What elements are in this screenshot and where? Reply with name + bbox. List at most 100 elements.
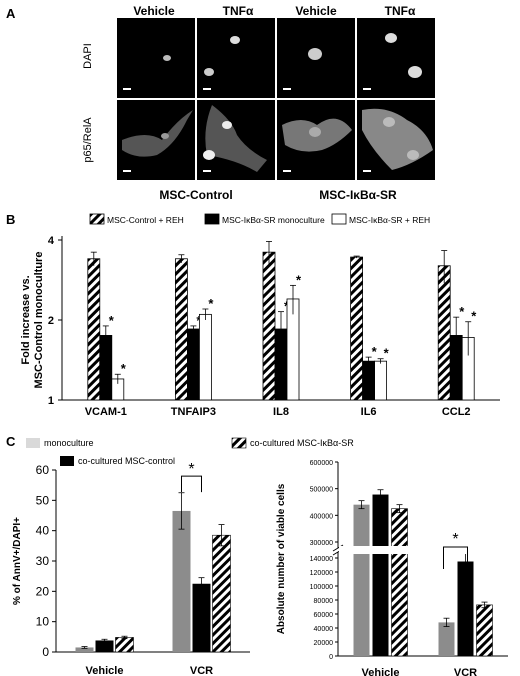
x-tick-label-TNFAIP3: TNFAIP3 xyxy=(171,406,216,418)
group-label-msc-sr: MSC-IκBα-SR xyxy=(319,188,397,202)
c-right-y-tick-label: 60000 xyxy=(314,612,334,619)
column-header-3: Vehicle xyxy=(295,4,337,18)
legend-label-msc-control: co-cultured MSC-control xyxy=(78,456,175,466)
x-tick-label-IL6: IL6 xyxy=(361,406,377,418)
bar-IL6-2 xyxy=(374,360,388,401)
c-left-y-tick-label: 50 xyxy=(36,493,50,507)
y-tick-label: 2 xyxy=(48,315,54,327)
c-right-y-tick-label: 140000 xyxy=(310,556,333,563)
legend-swatch-0 xyxy=(89,213,105,225)
c-right-y-tick-label: 100000 xyxy=(310,584,333,591)
bar-TNFAIP3-1 xyxy=(186,328,200,401)
micrograph-p65-control-tnfa xyxy=(197,100,275,180)
panel-b-letter: B xyxy=(6,212,16,227)
micrograph-dapi-control-tnfa xyxy=(197,18,275,98)
legend-label-0: MSC-Control + REH xyxy=(107,215,184,225)
c-left-bar-Vehicle-2 xyxy=(115,637,134,653)
micrograph-p65-sr-tnfa xyxy=(357,100,435,180)
significance-star: * xyxy=(208,296,214,311)
legend-label-1: MSC-IκBα-SR monoculture xyxy=(222,215,325,225)
bar-VCAM-1-0 xyxy=(87,258,101,401)
y-tick-label: 4 xyxy=(48,235,55,247)
micrograph-p65-control-vehicle xyxy=(117,100,195,180)
panel-c-letter: C xyxy=(6,434,16,449)
y-tick-label: 1 xyxy=(48,395,54,407)
c-right-y-tick-label: 40000 xyxy=(314,626,334,633)
significance-star: * xyxy=(188,461,194,478)
c-left-y-tick-label: 40 xyxy=(36,524,50,538)
c-right-bar-Vehicle-2 xyxy=(391,508,408,657)
micrograph-dapi-sr-tnfa xyxy=(357,18,435,98)
c-right-y-tick-label: 500000 xyxy=(310,487,333,494)
c-right-bar-VCR-2 xyxy=(476,604,493,657)
panel-a-letter: A xyxy=(6,6,16,21)
bar-IL6-1 xyxy=(362,360,376,401)
c-left-y-axis-label: % of AnnV+/DAPI+ xyxy=(12,517,23,605)
legend-swatch-msc-sr xyxy=(231,437,247,449)
c-right-y-tick-label: 600000 xyxy=(310,460,333,467)
micrograph-dapi-sr-vehicle xyxy=(277,18,355,98)
c-right-bar-VCR-0 xyxy=(438,622,455,656)
legend-swatch-msc-control xyxy=(60,456,74,466)
c-right-bar-VCR-1 xyxy=(457,561,474,656)
c-right-y-tick-label: 20000 xyxy=(314,640,334,647)
bar-IL8-0 xyxy=(262,251,276,401)
c-left-y-tick-label: 0 xyxy=(42,645,49,659)
bar-TNFAIP3-0 xyxy=(174,258,188,401)
column-header-4: TNFα xyxy=(384,4,416,18)
group-label-msc-control: MSC-Control xyxy=(159,188,233,202)
y-axis-label: Fold increase vs.MSC-Control monoculture xyxy=(20,252,45,389)
significance-star: * xyxy=(372,344,378,359)
c-right-bar-Vehicle-0 xyxy=(353,504,370,656)
bar-IL6-0 xyxy=(350,256,364,401)
chart-b: MSC-Control + REH MSC-IκBα-SR monoculture… xyxy=(20,213,500,418)
c-left-y-tick-label: 60 xyxy=(36,463,50,477)
column-header-2: TNFα xyxy=(222,4,254,18)
c-right-y-tick-label: 80000 xyxy=(314,598,334,605)
legend-label-msc-sr: co-cultured MSC-IκBα-SR xyxy=(250,438,354,448)
significance-star: * xyxy=(109,313,115,328)
column-header-1: Vehicle xyxy=(133,4,175,18)
significance-bracket xyxy=(181,475,202,493)
c-right-y-axis-label: Absolute number of viable cells xyxy=(276,483,287,634)
significance-star: * xyxy=(384,346,390,361)
c-left-bar-Vehicle-0 xyxy=(75,647,94,652)
micrograph-dapi-control-vehicle xyxy=(117,18,195,98)
chart-c: monoculture co-cultured MSC-control co-cul… xyxy=(12,437,509,676)
significance-bracket xyxy=(443,546,468,569)
c-left-x-label-Vehicle: Vehicle xyxy=(86,665,124,676)
legend-swatch-1 xyxy=(204,213,220,225)
significance-star: * xyxy=(471,309,477,324)
c-left-bar-VCR-0 xyxy=(172,510,191,652)
c-right-y-tick-label: 300000 xyxy=(310,540,333,547)
x-tick-label-IL8: IL8 xyxy=(273,406,289,418)
c-right-x-label-VCR: VCR xyxy=(454,667,477,676)
c-left-y-tick-label: 30 xyxy=(36,554,50,568)
significance-star: * xyxy=(459,304,465,319)
legend-label-2: MSC-IκBα-SR + REH xyxy=(349,215,430,225)
c-left-bar-VCR-1 xyxy=(192,583,211,652)
c-right-y-tick-label: 0 xyxy=(329,654,333,661)
bar-CCL2-0 xyxy=(437,265,451,401)
c-right-bar-Vehicle-1 xyxy=(372,494,389,656)
row-label-dapi: DAPI xyxy=(82,43,94,69)
significance-star: * xyxy=(452,531,458,548)
c-right-x-label-Vehicle: Vehicle xyxy=(362,667,400,676)
c-left-bar-VCR-2 xyxy=(212,534,231,653)
significance-star: * xyxy=(296,272,302,287)
row-label-p65: p65/RelA xyxy=(82,117,94,163)
legend-label-monoculture: monoculture xyxy=(44,438,94,448)
c-left-y-tick-label: 10 xyxy=(36,615,50,629)
micrograph-p65-sr-vehicle xyxy=(277,100,355,180)
c-left-x-label-VCR: VCR xyxy=(190,665,213,676)
bar-TNFAIP3-2 xyxy=(198,313,212,401)
legend-swatch-monoculture xyxy=(26,438,40,448)
c-right-y-tick-label: 400000 xyxy=(310,513,333,520)
axis-break-gap xyxy=(339,546,509,554)
c-left-y-tick-label: 20 xyxy=(36,584,50,598)
x-tick-label-CCL2: CCL2 xyxy=(442,406,471,418)
c-right-y-tick-label: 120000 xyxy=(310,570,333,577)
legend-swatch-2 xyxy=(331,213,347,225)
x-tick-label-VCAM-1: VCAM-1 xyxy=(85,406,127,418)
c-left-bar-Vehicle-1 xyxy=(95,640,114,652)
